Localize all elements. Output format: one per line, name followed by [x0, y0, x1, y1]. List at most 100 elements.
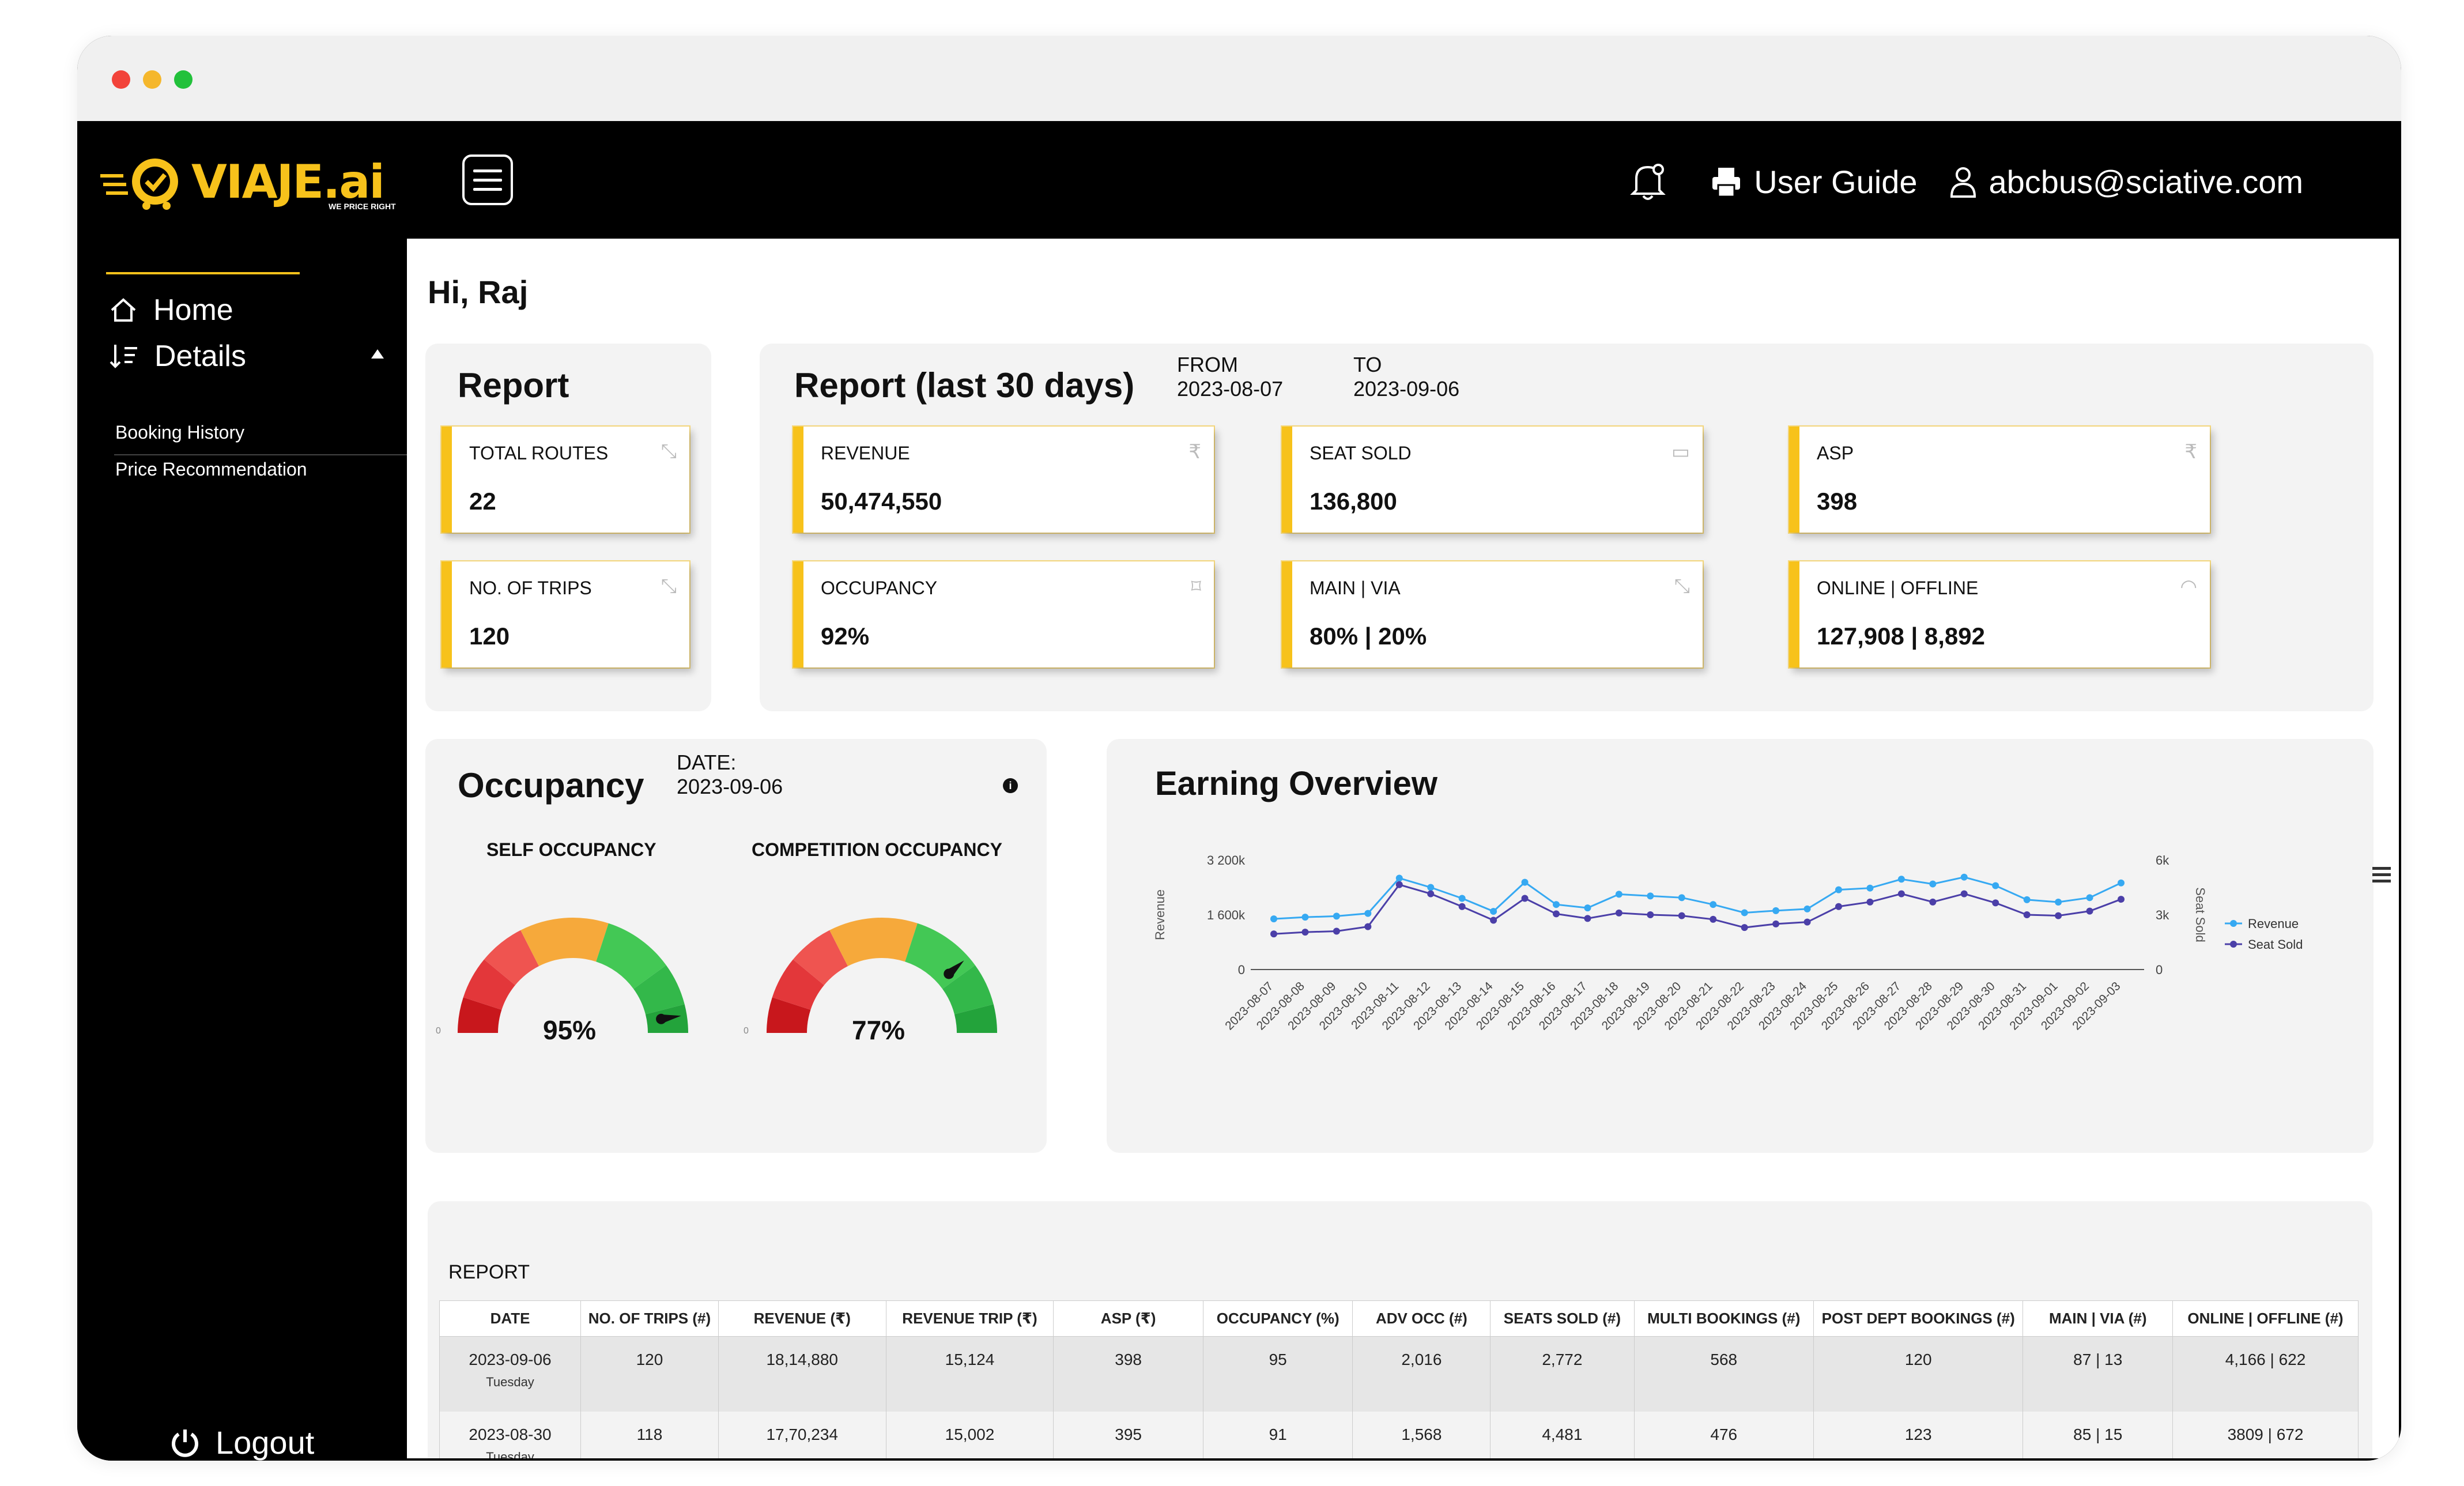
legend-label: Seat Sold [2248, 937, 2303, 952]
home-icon [111, 298, 136, 322]
col-adv-occ[interactable]: ADV OCC (#) [1352, 1300, 1491, 1337]
y-tick-label: 0 [1238, 963, 1245, 977]
data-point [1929, 898, 1937, 906]
collapse-caret-icon[interactable] [371, 349, 384, 359]
comp-gauge-band-2 [793, 930, 848, 986]
earning-overview-title: Earning Overview [1155, 765, 1437, 802]
table-row[interactable]: 2023-09-06 Tuesday 120 18,14,880 15,124 3… [439, 1336, 2359, 1412]
day-text: Tuesday [486, 1449, 534, 1459]
user-guide-label: User Guide [1754, 163, 1918, 200]
data-point [1710, 915, 1717, 923]
col-seats-sold[interactable]: SEATS SOLD (#) [1490, 1300, 1635, 1337]
data-point [1772, 907, 1780, 914]
data-point [1741, 924, 1748, 931]
user-guide-link[interactable]: User Guide [1710, 163, 1917, 201]
sidebar-divider [106, 272, 300, 274]
self-gauge-band-0 [458, 997, 502, 1033]
col-main-via[interactable]: MAIN | VIA (#) [2022, 1300, 2173, 1337]
data-point [1992, 899, 1999, 907]
sidebar-item-home[interactable]: Home [110, 293, 233, 327]
data-point [1866, 898, 1874, 906]
user-account-menu[interactable]: abcbus@sciative.com [1949, 163, 2303, 201]
online-offline-card: ONLINE | OFFLINE ◠ 127,908 | 8,892 [1789, 561, 2210, 667]
data-point [1270, 930, 1277, 938]
data-point [2086, 907, 2093, 915]
data-point [1803, 905, 1811, 912]
self-gauge-band-4 [596, 923, 666, 989]
self-gauge-band-3 [520, 918, 609, 967]
close-window-button[interactable] [112, 70, 130, 89]
cell-asp: 398 [1053, 1336, 1203, 1412]
col-multi-bookings[interactable]: MULTI BOOKINGS (#) [1633, 1300, 1814, 1337]
self-occupancy-gauge [458, 918, 688, 1033]
chart-menu-button[interactable] [2372, 867, 2391, 886]
competition-occupancy-gauge [767, 918, 997, 1033]
app-logo[interactable]: VIAJE.ai [100, 150, 385, 213]
col-occupancy[interactable]: OCCUPANCY (%) [1202, 1300, 1353, 1337]
data-point [1521, 878, 1529, 886]
date-text: 2023-09-06 [469, 1351, 552, 1368]
app-header: VIAJE.ai WE PRICE RIGHT User Guide [77, 121, 2401, 239]
self-gauge-band-5 [633, 965, 685, 1014]
col-date[interactable]: DATE [439, 1300, 582, 1337]
earning-overview-panel: Earning Overview 0 1 600k 3 200k 0 3k 6k Reven… [1107, 739, 2391, 1153]
competition-occupancy-label: COMPETITION OCCUPANCY [752, 839, 1002, 860]
y-axis-title: Revenue [1153, 889, 1167, 940]
logo-text: VIAJE.ai [191, 154, 385, 209]
to-date: TO 2023-09-06 [1353, 353, 1459, 401]
occupancy-date: DATE: 2023-09-06 [677, 750, 783, 799]
bus-logo-icon [100, 159, 178, 210]
sidebar-item-booking-history[interactable]: Booking History [115, 422, 245, 443]
user-icon [1950, 167, 1976, 198]
cell-seats-sold: 2,772 [1490, 1336, 1635, 1412]
self-gauge-band-1 [463, 959, 515, 1010]
data-point [1521, 895, 1529, 902]
legend-marker [2230, 941, 2237, 948]
route-icon: ⤡ [1674, 575, 1690, 597]
competition-occupancy-value: 77% [852, 1015, 905, 1045]
occupancy-label: OCCUPANCY [821, 578, 938, 598]
minimize-window-button[interactable] [143, 70, 161, 89]
data-point [1333, 912, 1340, 920]
cell-adv-occ: 2,016 [1352, 1336, 1491, 1412]
col-revenue[interactable]: REVENUE (₹) [718, 1300, 886, 1337]
cell-revenue: 18,14,880 [718, 1336, 886, 1412]
report-table-panel: REPORT DATE NO. OF TRIPS (#) REVENUE (₹)… [428, 1201, 2372, 1458]
self-gauge-band-2 [484, 930, 539, 986]
col-trips[interactable]: NO. OF TRIPS (#) [580, 1300, 719, 1337]
y-tick-label: 3 200k [1207, 853, 1246, 868]
route-icon: ⤡ [661, 440, 677, 462]
maximize-window-button[interactable] [174, 70, 193, 89]
rupee-icon: ₹ [2184, 441, 2197, 463]
rupee-icon: ₹ [1188, 441, 1201, 463]
occupancy-title: Occupancy [458, 766, 644, 805]
col-online-offline[interactable]: ONLINE | OFFLINE (#) [2172, 1300, 2359, 1337]
data-point [1301, 914, 1309, 921]
self-gauge-pivot [656, 1013, 667, 1024]
col-revenue-trip[interactable]: REVENUE TRIP (₹) [885, 1300, 1054, 1337]
col-post-dept-bookings[interactable]: POST DEPT BOOKINGS (#) [1813, 1300, 2024, 1337]
cell-revenue-trip: 15,124 [885, 1336, 1054, 1412]
data-point [2118, 896, 2125, 903]
sidebar-item-price-recommendation[interactable]: Price Recommendation [115, 459, 307, 480]
logout-button[interactable]: Logout [169, 1424, 314, 1461]
data-point [1678, 912, 1685, 919]
data-point [2023, 896, 2031, 903]
data-point [2086, 894, 2093, 902]
data-point [1897, 876, 1905, 883]
col-asp[interactable]: ASP (₹) [1053, 1300, 1203, 1337]
data-point [1270, 915, 1277, 923]
report-panel: Report TOTAL ROUTES ⤡ 22 NO. OF TRIPS ⤡ … [425, 344, 711, 711]
cell-occupancy: 95 [1202, 1336, 1353, 1412]
data-point [1584, 915, 1591, 922]
info-icon[interactable]: i [1003, 778, 1018, 793]
notifications-button[interactable] [1629, 161, 1678, 202]
data-point [1395, 874, 1403, 882]
sidebar-item-details[interactable]: Details [110, 339, 246, 374]
menu-toggle-button[interactable] [462, 154, 513, 205]
table-row[interactable]: 2023-08-30 Tuesday 118 17,70,234 15,002 3… [439, 1411, 2359, 1459]
data-point [1458, 903, 1466, 910]
data-point [1803, 918, 1811, 926]
cell-multi-bookings: 568 [1633, 1336, 1814, 1412]
series-line-revenue [1273, 876, 2122, 920]
